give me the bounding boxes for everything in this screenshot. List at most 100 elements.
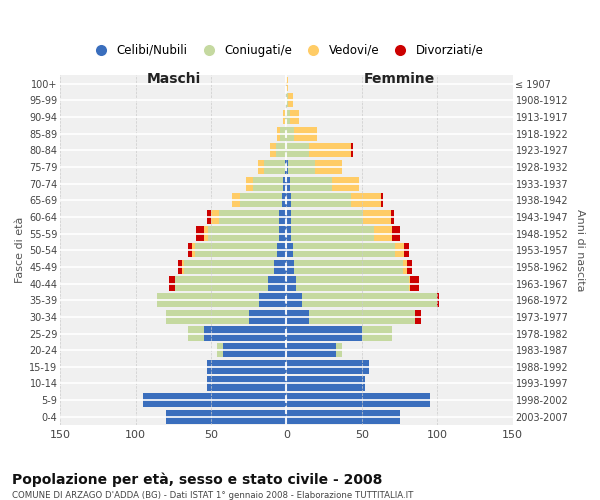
Bar xyxy=(286,326,362,340)
Bar xyxy=(283,110,285,124)
Bar xyxy=(395,243,404,258)
Bar xyxy=(362,326,392,340)
Bar xyxy=(206,360,286,374)
Bar xyxy=(291,210,364,224)
Bar xyxy=(279,210,286,224)
Bar xyxy=(203,326,286,340)
Bar xyxy=(296,276,409,290)
Bar xyxy=(169,276,175,290)
Bar xyxy=(206,376,286,390)
Bar xyxy=(188,326,203,340)
Bar xyxy=(291,193,352,208)
Bar xyxy=(286,343,336,357)
Bar xyxy=(259,293,286,308)
Bar xyxy=(294,260,403,274)
Bar xyxy=(188,243,191,258)
Bar xyxy=(437,293,439,308)
Bar xyxy=(415,310,421,324)
Bar xyxy=(410,276,419,290)
Bar xyxy=(286,93,288,108)
Y-axis label: Fasce di età: Fasce di età xyxy=(15,217,25,284)
Bar xyxy=(264,160,285,174)
Bar xyxy=(286,110,290,124)
Bar xyxy=(282,193,286,208)
Bar xyxy=(315,160,342,174)
Bar xyxy=(407,260,412,274)
Bar xyxy=(286,176,290,190)
Bar xyxy=(286,193,291,208)
Bar xyxy=(352,193,382,208)
Bar xyxy=(274,260,286,274)
Bar xyxy=(246,176,253,190)
Bar xyxy=(286,310,309,324)
Bar xyxy=(232,193,240,208)
Bar xyxy=(290,176,332,190)
Bar xyxy=(280,126,286,140)
Bar xyxy=(302,293,437,308)
Bar xyxy=(286,376,365,390)
Bar xyxy=(286,126,294,140)
Bar xyxy=(290,110,299,124)
Bar xyxy=(182,260,184,274)
Bar xyxy=(286,410,400,424)
Bar xyxy=(285,110,286,124)
Bar xyxy=(286,276,296,290)
Bar xyxy=(332,176,359,190)
Bar xyxy=(249,310,286,324)
Bar xyxy=(194,243,277,258)
Bar xyxy=(286,226,291,240)
Bar xyxy=(178,260,182,274)
Y-axis label: Anni di nascita: Anni di nascita xyxy=(575,209,585,292)
Legend: Celibi/Nubili, Coniugati/e, Vedovi/e, Divorziati/e: Celibi/Nubili, Coniugati/e, Vedovi/e, Di… xyxy=(85,39,488,62)
Bar xyxy=(336,343,342,357)
Bar xyxy=(352,143,353,158)
Bar xyxy=(191,243,194,258)
Bar xyxy=(403,260,407,274)
Bar xyxy=(409,276,410,290)
Bar xyxy=(309,310,415,324)
Bar xyxy=(283,176,286,190)
Bar xyxy=(203,226,208,240)
Bar xyxy=(286,143,309,158)
Bar xyxy=(391,210,394,224)
Bar xyxy=(309,143,352,158)
Text: Popolazione per età, sesso e stato civile - 2008: Popolazione per età, sesso e stato civil… xyxy=(12,472,382,487)
Bar xyxy=(293,243,395,258)
Bar xyxy=(208,226,279,240)
Bar xyxy=(279,226,286,240)
Bar xyxy=(276,143,286,158)
Bar xyxy=(240,193,282,208)
Bar xyxy=(166,410,286,424)
Bar xyxy=(288,160,315,174)
Bar xyxy=(223,343,286,357)
Text: Maschi: Maschi xyxy=(146,72,200,86)
Bar xyxy=(374,226,392,240)
Bar xyxy=(206,210,211,224)
Bar xyxy=(258,160,264,174)
Bar xyxy=(285,160,286,174)
Bar xyxy=(166,310,249,324)
Bar xyxy=(217,343,223,357)
Bar xyxy=(277,126,280,140)
Bar xyxy=(184,260,274,274)
Bar xyxy=(253,176,283,190)
Bar xyxy=(286,160,288,174)
Bar xyxy=(286,393,430,407)
Bar xyxy=(270,143,276,158)
Bar xyxy=(196,226,203,240)
Bar xyxy=(291,226,374,240)
Bar xyxy=(277,243,286,258)
Bar xyxy=(286,260,294,274)
Bar xyxy=(268,276,286,290)
Text: COMUNE DI ARZAGO D'ADDA (BG) - Dati ISTAT 1° gennaio 2008 - Elaborazione TUTTITA: COMUNE DI ARZAGO D'ADDA (BG) - Dati ISTA… xyxy=(12,491,413,500)
Bar xyxy=(218,210,279,224)
Bar xyxy=(157,293,259,308)
Bar xyxy=(175,276,268,290)
Bar xyxy=(288,93,293,108)
Bar xyxy=(286,210,291,224)
Bar xyxy=(364,210,391,224)
Bar xyxy=(404,243,409,258)
Bar xyxy=(286,243,293,258)
Bar xyxy=(294,126,317,140)
Bar xyxy=(286,293,302,308)
